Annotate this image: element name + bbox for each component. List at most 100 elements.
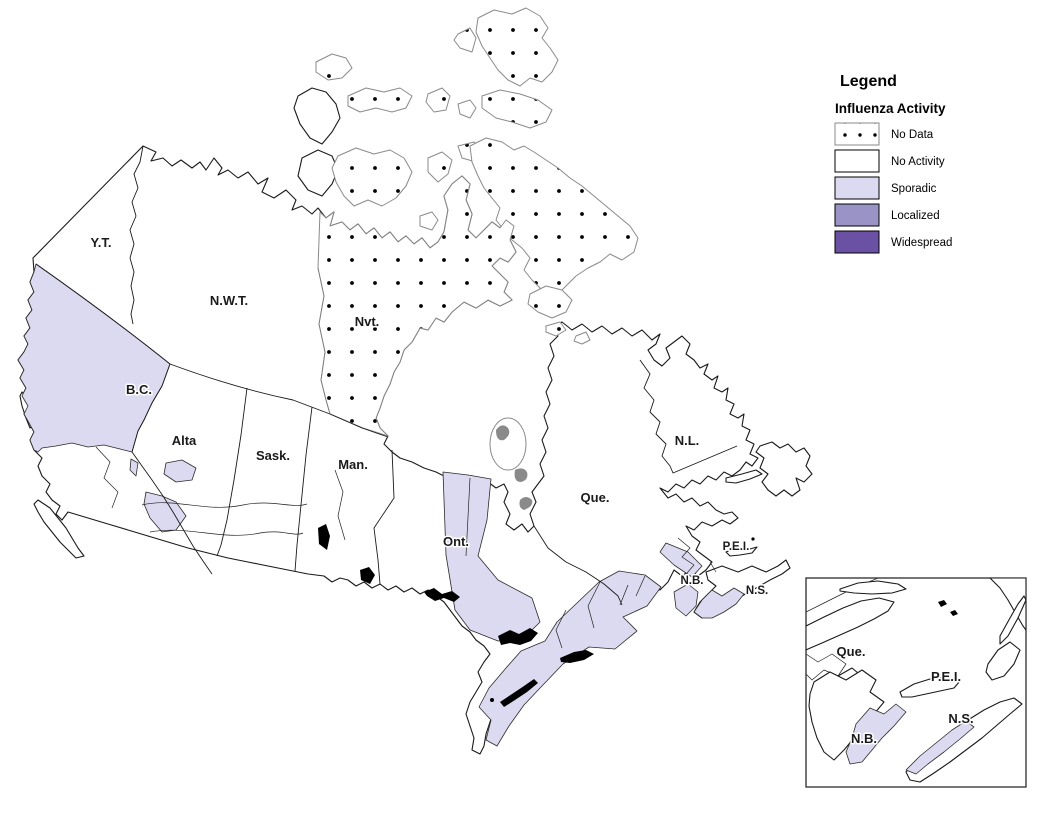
map-label-nwt: N.W.T. [210,293,248,308]
map-label-nvt: Nvt. [355,314,380,329]
map-label-pei: P.E.I. [723,541,750,553]
region-line [555,609,567,649]
province-borders [35,145,738,606]
inset-south-nb-sporadic [845,703,907,765]
legend: Legend Influenza Activity No Data No Act… [834,73,952,254]
region-line [334,469,346,541]
map-label-yt: Y.T. [91,235,112,250]
inset-newfoundland-tip [989,578,1026,631]
bathurst-island [425,87,451,113]
inset-cape-breton [985,641,1021,681]
region-bc-interior-sporadic-c [129,458,139,477]
inset-que-nb-border [806,653,847,681]
border-manitoba-nunavut [329,413,389,438]
map-label-ns: N.S. [746,585,768,597]
legend-swatch-localized [834,203,880,227]
mansel-island [573,331,591,345]
inset-label-pei: P.E.I. [931,669,961,684]
region-line [149,529,304,536]
coats-island [545,321,567,337]
region-sw-ns-sporadic [693,587,745,619]
inset-label-ns: N.S. [948,711,973,726]
region-south-nb-sporadic [673,583,699,617]
main-map: Y.T. N.W.T. Nvt. B.C. Alta Sask. Man. On… [17,7,813,755]
prince-edward-island [725,546,758,557]
region-bc-interior-sporadic-a [163,459,197,483]
lake-winnipeg [318,524,330,550]
legend-item-no-activity: No Activity [834,149,945,173]
map-labels: Y.T. N.W.T. Nvt. B.C. Alta Sask. Man. On… [89,234,770,599]
legend-item-no-data: No Data [834,122,934,146]
lake-superior-shore [424,588,460,602]
gray-islet [519,497,533,510]
region-line [95,446,119,509]
border-nwt-nunavut [317,267,331,415]
region-line [587,581,601,629]
small-lake [490,698,494,702]
victoria-island-west [297,149,339,197]
legend-title: Legend [840,73,897,90]
lake-ontario [560,650,594,663]
magdalen-islands [751,537,755,541]
legend-item-sporadic: Sporadic [834,176,937,200]
map-label-nl: N.L. [675,433,700,448]
inset-anticosti [839,580,907,595]
inset-sw-ns-sporadic [905,720,975,775]
legend-label-no-data: No Data [891,129,934,141]
georgian-bay [498,628,538,645]
region-bas-st-laurent-sporadic [659,542,703,578]
legend-label-sporadic: Sporadic [891,183,937,195]
melville-island [347,87,413,113]
inset-map: Que. P.E.I. N.B. N.S. [805,577,1027,788]
map-label-que: Que. [581,490,610,505]
cornwallis-island [457,99,477,119]
lakes [318,417,755,707]
legend-swatch-no-activity [834,149,880,173]
map-label-ont: Ont. [443,534,469,549]
legend-subtitle: Influenza Activity [835,101,946,116]
baffin-island [469,137,639,307]
lake-manitoba [360,567,375,584]
inset-islet [938,600,947,607]
border-quebec-nb [677,537,695,574]
inset-label-nb: N.B. [851,731,877,746]
border-ontario-quebec [533,525,623,606]
belcher-islands [496,425,510,441]
inset-islet [950,610,958,616]
vancouver-island [33,499,85,559]
border-yt-nwt [129,145,144,325]
map-label-bc: B.C. [126,382,152,397]
arctic-archipelago [315,7,639,345]
legend-label-no-activity: No Activity [891,156,945,168]
region-line [141,502,308,508]
inset-content: Que. P.E.I. N.B. N.S. [806,578,1026,783]
legend-item-widespread: Widespread [834,230,952,254]
region-nw-ontario-sporadic [442,471,541,642]
legend-swatch-widespread [834,230,880,254]
banks-island [293,87,341,145]
southampton-island [527,285,573,319]
border-manitoba-ontario [373,449,395,585]
region-line [465,477,471,557]
prince-patrick-island [315,53,353,81]
legend-label-localized: Localized [891,210,940,222]
map-label-sask: Sask. [256,448,290,463]
region-line [635,575,646,597]
richmond-gulf [489,417,527,471]
inset-west-nfld-coast [999,595,1026,645]
king-william-island [419,211,439,231]
map-label-alta: Alta [172,433,197,448]
inset-label-que: Que. [837,644,866,659]
axel-heiberg-island [453,27,477,53]
ellesmere-island [475,7,559,87]
map-label-man: Man. [338,457,368,472]
devon-island [481,89,553,129]
map-label-nb: N.B. [681,575,704,587]
legend-label-widespread: Widespread [891,237,952,249]
prince-of-wales-island [427,151,453,183]
border-quebec-labrador [639,359,738,474]
legend-swatch-sporadic [834,176,880,200]
anticosti-island [725,469,763,484]
border-nb-ns [709,561,717,573]
